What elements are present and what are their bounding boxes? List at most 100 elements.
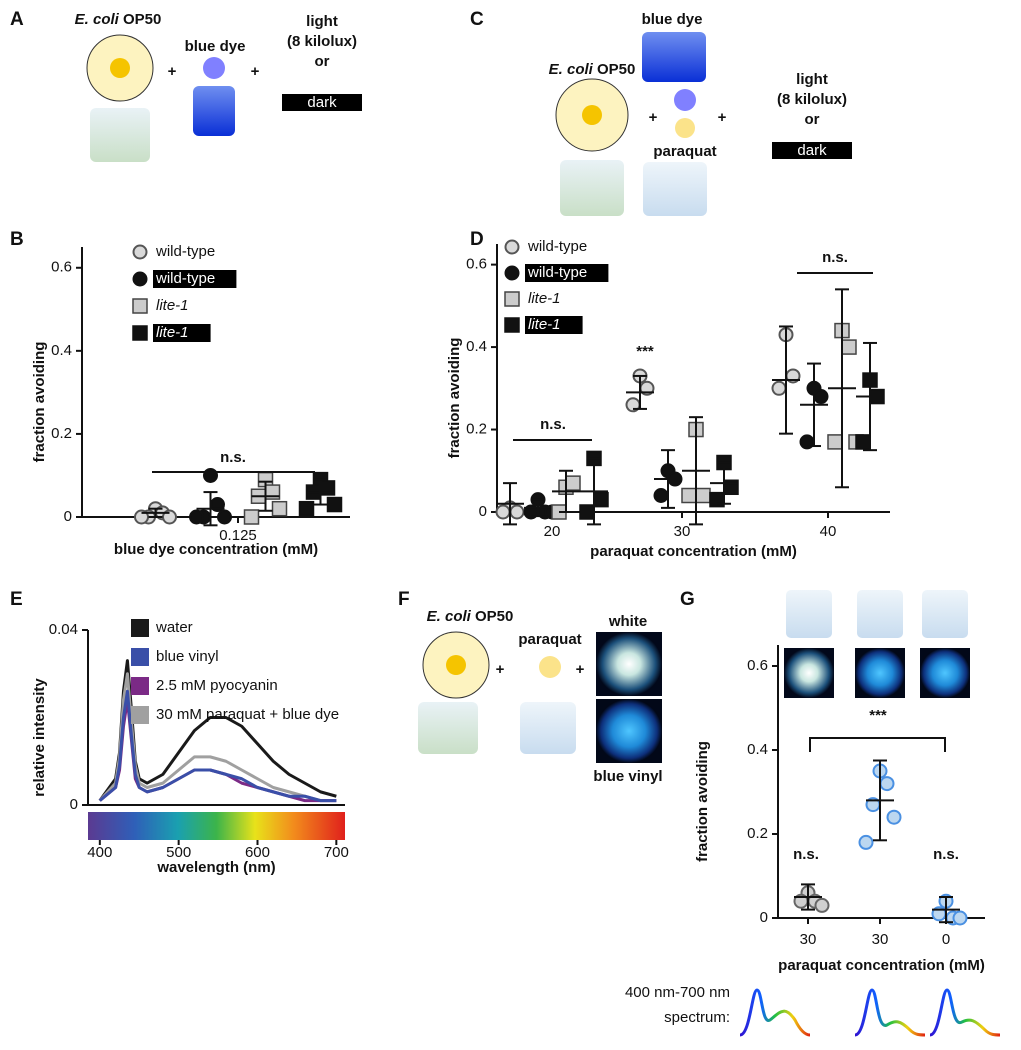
white-label: white (608, 613, 647, 630)
legend-label: wild-type (155, 270, 215, 287)
data-point (132, 244, 148, 260)
strain-label: E. coli OP50 (75, 11, 162, 28)
spectrum-line (98, 689, 337, 803)
panel-c: C blue dye paraquat E. coli OP50 + + lig… (470, 9, 852, 216)
x-axis-label: wavelength (nm) (156, 859, 275, 876)
y-tick-label: 0.2 (466, 421, 487, 438)
tube (786, 590, 832, 638)
mean-sd-bar (524, 498, 552, 518)
annotation-bracket (809, 737, 946, 752)
legend-label: lite-1 (156, 297, 189, 314)
data-point (504, 291, 520, 307)
or-label: or (315, 53, 330, 70)
dark-box (772, 142, 852, 159)
legend-swatch (131, 677, 149, 695)
mean-sd-bar (682, 416, 710, 526)
legend-bg (153, 270, 237, 288)
mean-sd-bar (932, 896, 960, 924)
tube (642, 32, 706, 82)
y-tick-label: 0.6 (747, 657, 768, 674)
legend-bg (525, 316, 583, 334)
legend-label: lite-1 (156, 324, 189, 341)
x-tick-label: 500 (166, 844, 191, 861)
light-white (784, 648, 834, 698)
data-point (813, 389, 829, 405)
mean-sd-bar (828, 288, 856, 489)
bacteria-lawn (110, 58, 130, 78)
dye-label: blue dye (185, 38, 246, 55)
annotation: n.s. (220, 449, 246, 466)
light-white (596, 632, 662, 696)
lux-label: (8 kilolux) (287, 33, 357, 50)
mean-sd-bar (626, 374, 654, 410)
spectrum-thumb (929, 988, 1001, 1037)
dark-label: dark (307, 94, 337, 111)
dye-dot (203, 57, 225, 79)
y-tick-label: 0.6 (51, 259, 72, 276)
legend-label: lite-1 (528, 316, 561, 333)
spectrum-thumb (739, 988, 811, 1037)
tube (90, 108, 150, 162)
data-point (681, 487, 697, 504)
paraquat-dot (539, 656, 561, 678)
data-point (217, 509, 232, 525)
x-tick-label: 0 (942, 931, 950, 948)
y-tick-label: 0 (70, 796, 78, 813)
data-point (879, 776, 895, 792)
panel-label: E (10, 589, 23, 610)
panel-label: F (398, 589, 410, 610)
strain-label: E. coli OP50 (427, 608, 514, 625)
tube (857, 590, 903, 638)
mean-sd-bar (772, 325, 800, 435)
light-label: light (796, 71, 828, 88)
y-tick-label: 0.6 (466, 256, 487, 273)
data-point (827, 434, 843, 450)
legend-label: wild-type (527, 264, 587, 281)
x-tick-label: 30 (674, 523, 691, 540)
mean-sd-bar (496, 482, 524, 526)
y-tick-label: 0.4 (747, 741, 768, 758)
data-point (189, 509, 204, 525)
legend-swatch (131, 619, 149, 637)
annotation: *** (636, 343, 654, 360)
data-point (565, 475, 581, 491)
legend-label: wild-type (155, 243, 215, 260)
legend-swatch (131, 648, 149, 666)
x-axis-label: paraquat concentration (mM) (778, 957, 985, 974)
x-tick-label: 30 (872, 931, 889, 948)
plus: + (496, 661, 505, 678)
mean-sd-bar (710, 461, 738, 505)
y-tick-label: 0 (760, 909, 768, 926)
data-point (855, 434, 871, 450)
x-tick-label: 0.125 (219, 527, 257, 544)
mean-sd-bar (800, 362, 828, 448)
light-blue (855, 648, 905, 698)
annotation: *** (869, 707, 887, 724)
data-point (579, 504, 595, 520)
legend-label: 2.5 mM pyocyanin (156, 677, 278, 694)
lux-label: (8 kilolux) (777, 91, 847, 108)
strain-label: E. coli OP50 (549, 61, 636, 78)
or-label: or (805, 111, 820, 128)
light-blue (920, 648, 970, 698)
legend-label: 30 mM paraquat + blue dye (156, 706, 339, 723)
y-tick-label: 0 (479, 503, 487, 520)
panel-g-decor: 400 nm-700 nm spectrum: (625, 590, 1001, 1037)
mean-sd-bar (654, 449, 682, 509)
bacteria-lawn (446, 655, 466, 675)
legend-bg (153, 324, 211, 342)
data-point (495, 504, 511, 520)
data-point (271, 500, 288, 517)
y-tick-label: 0.2 (51, 425, 72, 442)
tube (520, 702, 576, 754)
tube (418, 702, 478, 754)
tube (643, 162, 707, 216)
annotation: n.s. (822, 249, 848, 266)
y-tick-label: 0.2 (747, 825, 768, 842)
mean-sd-bar (552, 469, 580, 513)
wavelength-bar (88, 812, 345, 840)
data-point (858, 834, 874, 850)
mean-sd-bar (580, 457, 608, 526)
panel-f: F E. coli OP50 + paraquat + white blue v… (398, 589, 663, 785)
data-point (504, 317, 520, 333)
